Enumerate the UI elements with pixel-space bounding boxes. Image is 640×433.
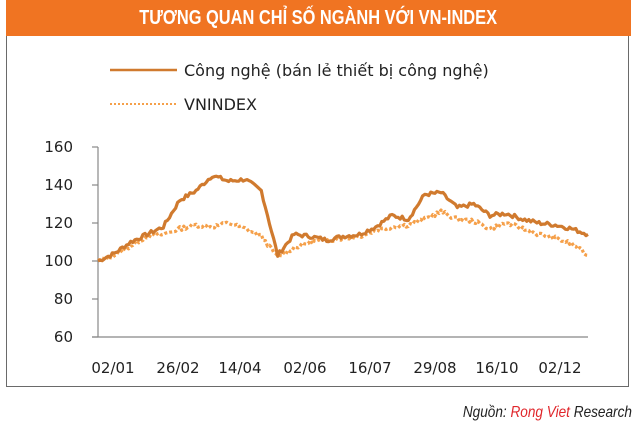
source-brand: Rong Viet [510, 404, 571, 421]
y-tick-label: 80 [54, 290, 73, 308]
source-note: Nguồn: Rong Viet Research [463, 404, 632, 422]
legend-label-vnindex: VNINDEX [184, 95, 257, 114]
y-tick-label: 160 [44, 138, 73, 156]
x-tick-label: 14/04 [218, 359, 261, 377]
y-tick-label: 140 [44, 176, 73, 194]
chart-frame [6, 36, 629, 387]
x-tick-label: 16/07 [348, 359, 391, 377]
x-tick-label: 16/10 [475, 359, 518, 377]
legend: Công nghệ (bán lẻ thiết bị công nghệ) VN… [110, 61, 489, 114]
chart-title: TƯƠNG QUAN CHỈ SỐ NGÀNH VỚI VN-INDEX [139, 7, 498, 29]
y-tick-label: 60 [54, 328, 73, 346]
y-tick-label: 100 [44, 252, 73, 270]
series-vnindex-line [98, 208, 589, 262]
series-tech-line [97, 174, 589, 263]
y-tick-label: 120 [44, 214, 73, 232]
x-axis: 02/01 26/02 14/04 02/06 16/07 29/08 16/10 02/12 [91, 336, 588, 377]
legend-label-tech: Công nghệ (bán lẻ thiết bị công nghệ) [184, 61, 489, 80]
chart-title-bar: TƯƠNG QUAN CHỈ SỐ NGÀNH VỚI VN-INDEX [6, 0, 631, 36]
x-tick-label: 26/02 [156, 359, 199, 377]
source-prefix: Nguồn: [462, 404, 511, 421]
x-tick-label: 02/06 [283, 359, 326, 377]
x-tick-label: 02/12 [538, 359, 581, 377]
y-axis: 60 80 100 120 140 160 [44, 138, 99, 346]
x-tick-label: 29/08 [413, 359, 456, 377]
x-tick-label: 02/01 [91, 359, 134, 377]
source-suffix: Research [570, 404, 632, 421]
